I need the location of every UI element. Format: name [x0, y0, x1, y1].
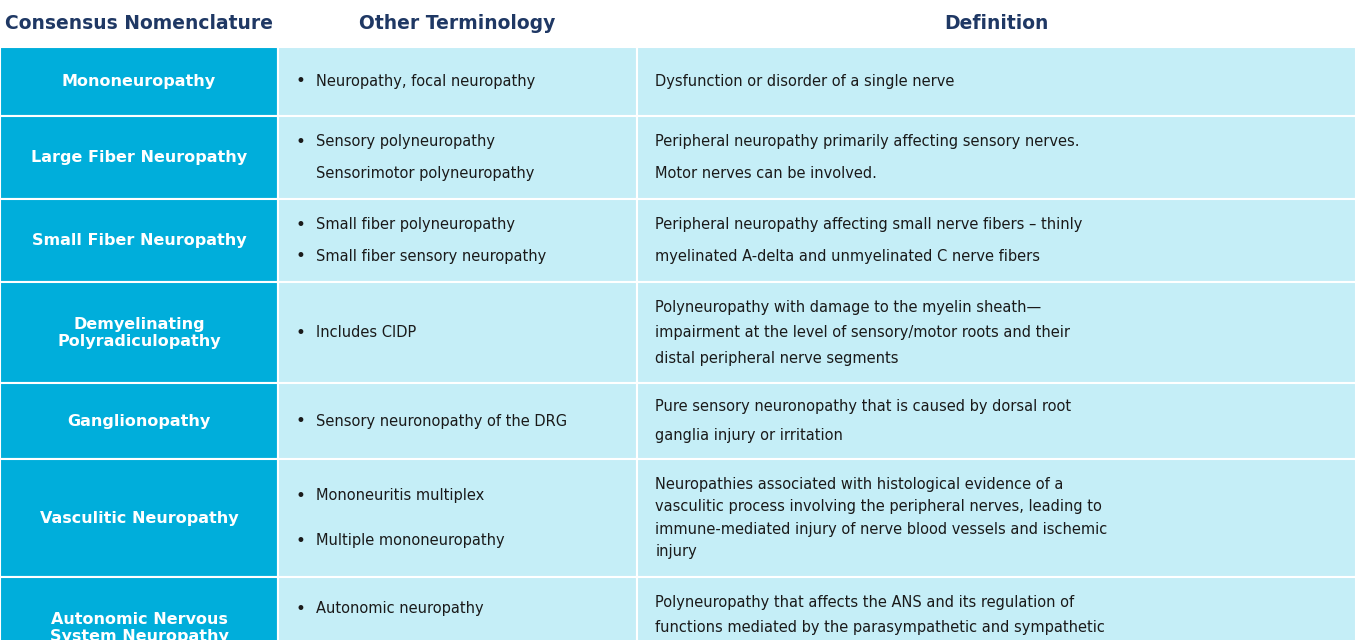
Text: distal peripheral nerve segments: distal peripheral nerve segments — [655, 351, 899, 366]
Text: Pure sensory neuronopathy that is caused by dorsal root: Pure sensory neuronopathy that is caused… — [655, 399, 1071, 414]
Text: myelinated A-delta and unmyelinated C nerve fibers: myelinated A-delta and unmyelinated C ne… — [655, 249, 1040, 264]
Bar — [0, 47, 278, 116]
Text: •: • — [296, 412, 306, 430]
Bar — [637, 282, 1356, 383]
Bar — [278, 459, 637, 577]
Text: Small Fiber Neuropathy: Small Fiber Neuropathy — [31, 233, 247, 248]
Text: injury: injury — [655, 545, 697, 559]
Bar — [637, 199, 1356, 282]
Text: Neuropathy, focal neuropathy: Neuropathy, focal neuropathy — [316, 74, 536, 89]
Text: Small fiber sensory neuropathy: Small fiber sensory neuropathy — [316, 249, 546, 264]
Text: •: • — [296, 72, 306, 90]
Bar — [0, 282, 278, 383]
Text: Multiple mononeuropathy: Multiple mononeuropathy — [316, 533, 504, 548]
Bar — [278, 577, 637, 640]
Bar — [278, 282, 637, 383]
Text: Mononeuritis multiplex: Mononeuritis multiplex — [316, 488, 484, 503]
Bar — [0, 577, 278, 640]
Text: Small fiber polyneuropathy: Small fiber polyneuropathy — [316, 218, 515, 232]
Bar — [278, 47, 637, 116]
Text: •: • — [296, 248, 306, 266]
Bar — [0, 383, 278, 459]
Bar — [637, 459, 1356, 577]
Text: Consensus Nomenclature: Consensus Nomenclature — [5, 14, 273, 33]
Text: Peripheral neuropathy primarily affecting sensory nerves.: Peripheral neuropathy primarily affectin… — [655, 134, 1079, 149]
Text: Demyelinating
Polyradiculopathy: Demyelinating Polyradiculopathy — [57, 317, 221, 349]
Bar — [0, 199, 278, 282]
Text: •: • — [296, 600, 306, 618]
Bar — [637, 116, 1356, 199]
Text: •: • — [296, 638, 306, 640]
Text: impairment at the level of sensory/motor roots and their: impairment at the level of sensory/motor… — [655, 325, 1070, 340]
Text: •: • — [296, 532, 306, 550]
Text: Mononeuropathy: Mononeuropathy — [62, 74, 216, 89]
Text: •: • — [296, 216, 306, 234]
Bar — [637, 383, 1356, 459]
Text: Ganglionopathy: Ganglionopathy — [68, 413, 210, 429]
Text: •: • — [296, 486, 306, 504]
Text: Autonomic Nervous
System Neuropathy: Autonomic Nervous System Neuropathy — [50, 612, 228, 640]
Text: Motor nerves can be involved.: Motor nerves can be involved. — [655, 166, 877, 180]
Text: functions mediated by the parasympathetic and sympathetic: functions mediated by the parasympatheti… — [655, 620, 1105, 636]
Text: Vasculitic Neuropathy: Vasculitic Neuropathy — [39, 511, 239, 525]
Bar — [0, 459, 278, 577]
Text: Dysfunction or disorder of a single nerve: Dysfunction or disorder of a single nerv… — [655, 74, 955, 89]
Bar — [278, 116, 637, 199]
Text: vasculitic process involving the peripheral nerves, leading to: vasculitic process involving the periphe… — [655, 499, 1102, 515]
Text: Sensory neuronopathy of the DRG: Sensory neuronopathy of the DRG — [316, 413, 567, 429]
Bar — [0, 116, 278, 199]
Text: Sensorimotor polyneuropathy: Sensorimotor polyneuropathy — [316, 166, 534, 180]
Text: Definition: Definition — [945, 14, 1048, 33]
Text: Sensory polyneuropathy: Sensory polyneuropathy — [316, 134, 495, 149]
Text: Includes CIDP: Includes CIDP — [316, 325, 416, 340]
Bar — [0, 0, 278, 47]
Bar — [637, 577, 1356, 640]
Bar — [278, 199, 637, 282]
Text: Other Terminology: Other Terminology — [359, 14, 556, 33]
Text: Large Fiber Neuropathy: Large Fiber Neuropathy — [31, 150, 247, 165]
Text: Neuropathies associated with histological evidence of a: Neuropathies associated with histologica… — [655, 477, 1063, 492]
Text: •: • — [296, 324, 306, 342]
Bar — [278, 383, 637, 459]
Text: ganglia injury or irritation: ganglia injury or irritation — [655, 428, 843, 443]
Text: Polyneuropathy with damage to the myelin sheath—: Polyneuropathy with damage to the myelin… — [655, 300, 1041, 315]
Text: Polyneuropathy that affects the ANS and its regulation of: Polyneuropathy that affects the ANS and … — [655, 595, 1074, 610]
Text: Autonomic neuropathy: Autonomic neuropathy — [316, 601, 484, 616]
Bar — [278, 0, 637, 47]
Text: immune-mediated injury of nerve blood vessels and ischemic: immune-mediated injury of nerve blood ve… — [655, 522, 1108, 537]
Text: •: • — [296, 132, 306, 150]
Bar — [637, 47, 1356, 116]
Bar — [637, 0, 1356, 47]
Text: Peripheral neuropathy affecting small nerve fibers – thinly: Peripheral neuropathy affecting small ne… — [655, 218, 1082, 232]
